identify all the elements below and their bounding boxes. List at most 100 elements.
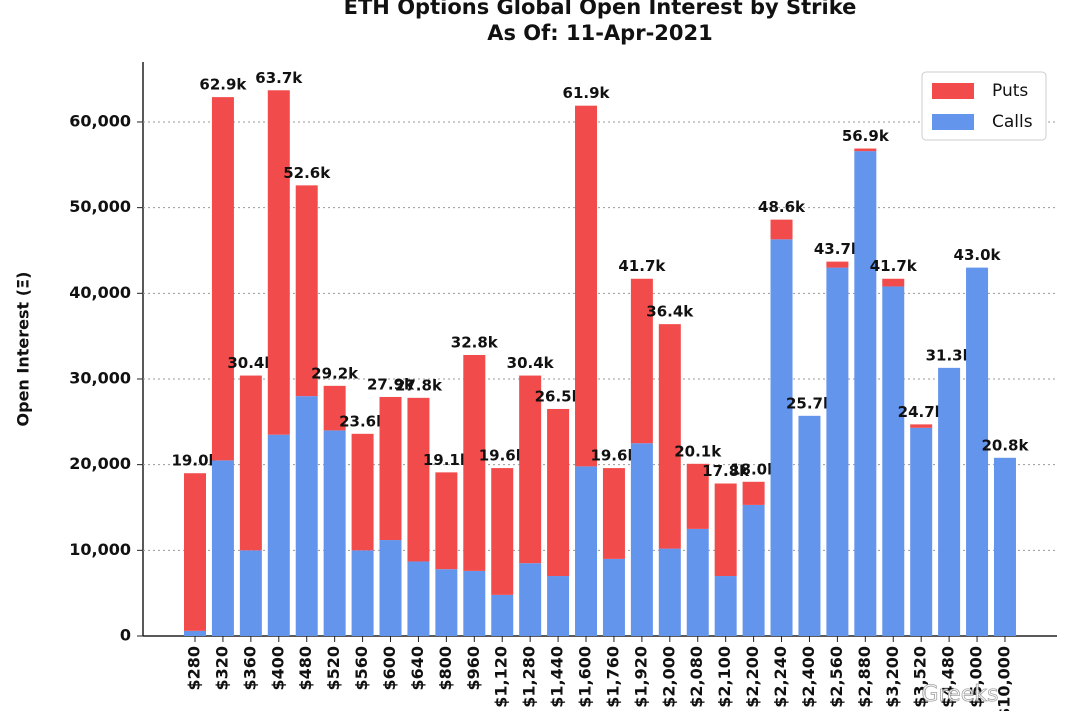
x-tick-label: $1,120 (492, 646, 511, 708)
bar-segment (379, 396, 402, 541)
x-tick-label: $2,200 (743, 646, 762, 708)
bar-segment (826, 261, 849, 268)
data-label: 41.7k (870, 257, 918, 275)
y-tick-label: 0 (120, 626, 131, 645)
x-tick-label: $2,400 (799, 646, 818, 708)
data-label: 48.6k (758, 198, 806, 216)
bar-segment (435, 472, 458, 570)
data-label: 24.7k (898, 403, 946, 421)
bar-segment (630, 278, 653, 444)
legend-label: Puts (992, 81, 1028, 101)
x-tick-label: $360 (240, 646, 259, 691)
data-label: 41.7k (618, 257, 666, 275)
data-label: 18.0k (730, 460, 778, 478)
bar-segment (463, 354, 486, 571)
bar-segment (351, 433, 374, 551)
chart-subtitle: As Of: 11-Apr-2021 (487, 21, 713, 45)
bar-segment (407, 397, 430, 562)
bar-segment (742, 504, 765, 636)
bar-segment (910, 424, 933, 428)
data-label: 20.1k (674, 442, 722, 460)
legend-label: Calls (992, 112, 1033, 132)
data-label: 62.9k (199, 76, 247, 94)
y-tick-label: 30,000 (69, 368, 131, 387)
bar-segment (575, 105, 598, 467)
bar-segment (658, 324, 681, 549)
x-tick-label: $2,100 (715, 646, 734, 708)
bar-segment (770, 219, 793, 240)
bar-segment (938, 367, 961, 636)
bar-segment (630, 443, 653, 636)
x-tick-label: $2,880 (855, 646, 874, 708)
data-label: 19.6k (479, 447, 527, 465)
x-tick-label: $960 (464, 646, 483, 691)
bar-segment (686, 463, 709, 529)
data-label: 27.8k (395, 376, 443, 394)
bar-segment (602, 468, 625, 559)
bar-segment (826, 267, 849, 636)
bar-segment (491, 468, 514, 595)
legend-swatch (932, 114, 974, 130)
bar-segment (658, 548, 681, 636)
data-label: 30.4k (507, 354, 555, 372)
x-tick-label: $600 (380, 646, 399, 691)
y-tick-label: 50,000 (69, 197, 131, 216)
data-label: 20.8k (981, 436, 1029, 454)
bar-segment (211, 460, 234, 636)
data-label: 23.6k (339, 412, 387, 430)
bar-segment (714, 483, 737, 577)
bar-segment (295, 185, 318, 397)
bar-segment (714, 576, 737, 636)
data-label: 32.8k (451, 333, 499, 351)
bar-segment (491, 594, 514, 636)
bar-segment (323, 385, 346, 431)
x-tick-label: $2,560 (827, 646, 846, 708)
x-tick-label: $2,000 (659, 646, 678, 708)
chart-title: ETH Options Global Open Interest by Stri… (344, 0, 857, 19)
data-label: 19.0k (172, 452, 220, 470)
data-label: 29.2k (311, 364, 359, 382)
x-tick-label: $520 (324, 646, 343, 691)
bar-segment (184, 473, 206, 631)
y-tick-label: 60,000 (69, 111, 131, 130)
y-axis-label: Open Interest (Ξ) (14, 272, 33, 427)
x-tick-label: $4,480 (939, 646, 958, 708)
x-tick-label: $1,920 (631, 646, 650, 708)
bar-segment (323, 430, 346, 636)
y-tick-label: 20,000 (69, 454, 131, 473)
data-label: 17.8k (702, 462, 750, 480)
data-label: 30.4k (227, 354, 275, 372)
bar-segment (407, 561, 430, 636)
x-tick-label: $2,240 (771, 646, 790, 708)
bar-segment (519, 563, 542, 636)
bar-segment (463, 570, 486, 636)
bar-segment (267, 90, 290, 435)
data-label: 19.1k (423, 451, 471, 469)
data-label: 27.9k (367, 375, 415, 393)
bar-segment (742, 481, 765, 505)
bar-segment (295, 396, 318, 636)
bar-segment (602, 558, 625, 636)
bar-segment (854, 148, 877, 152)
x-tick-label: $1,760 (603, 646, 622, 708)
x-tick-label: $560 (352, 646, 371, 691)
data-label: 26.5k (535, 387, 583, 405)
y-tick-label: 10,000 (69, 540, 131, 559)
x-tick-label: $1,440 (548, 646, 567, 708)
bar-segment (770, 239, 793, 636)
watermark: Greeks (922, 682, 999, 707)
bar-segment (547, 408, 570, 577)
bar-segment (993, 457, 1016, 636)
bar-segment (379, 540, 402, 636)
bar-segment (239, 375, 262, 551)
x-tick-label: $10,000 (994, 646, 1013, 711)
legend-swatch (932, 83, 974, 99)
bar-segment (882, 278, 905, 287)
x-tick-label: $2,080 (687, 646, 706, 708)
data-label: 61.9k (563, 84, 611, 102)
data-label: 25.7k (786, 394, 834, 412)
x-tick-label: $3,520 (911, 646, 930, 708)
x-tick-label: $320 (212, 646, 231, 691)
